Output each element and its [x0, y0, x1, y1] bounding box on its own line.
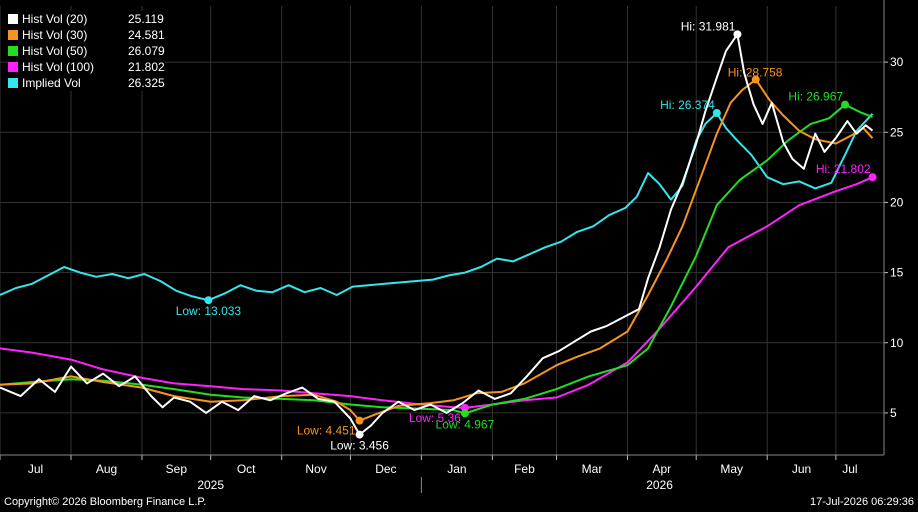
x-tick-label: Jan	[447, 462, 466, 476]
annotation-label: Hi: 21.802	[816, 162, 871, 176]
series-line	[0, 112, 874, 302]
annotation-marker	[751, 75, 760, 84]
x-tick-label: Sep	[166, 462, 188, 476]
x-tick-label: Jul	[842, 462, 857, 476]
x-tick-label: Jun	[792, 462, 811, 476]
annotation-marker	[204, 296, 213, 305]
legend-swatch	[8, 46, 18, 56]
legend-item-hist-vol-50: Hist Vol (50) 26.079	[8, 43, 165, 59]
y-tick-label: 30	[890, 55, 904, 69]
annotation-label: Low: 4.967	[436, 417, 495, 431]
annotation-label: Low: 3.456	[330, 439, 389, 453]
series-line	[0, 78, 874, 422]
x-tick-label: Oct	[237, 462, 256, 476]
annotation-label: Hi: 28.758	[728, 66, 783, 80]
legend-label: Hist Vol (20)	[22, 12, 88, 26]
chart-series	[0, 33, 874, 436]
x-tick-label: May	[720, 462, 743, 476]
legend-item-hist-vol-20: Hist Vol (20) 25.119	[8, 11, 165, 27]
annotation-marker	[868, 173, 877, 182]
year-label: 2026	[646, 478, 673, 492]
annotation-label: Hi: 26.374	[660, 98, 715, 112]
annotation-marker	[355, 430, 364, 439]
y-axis: 5 10 15 20 25 30	[883, 0, 904, 455]
x-tick-label: Apr	[653, 462, 672, 476]
y-tick-label: 10	[890, 336, 904, 350]
series-line	[0, 103, 873, 415]
legend-value: 26.325	[128, 76, 165, 90]
legend-label: Hist Vol (50)	[22, 44, 88, 58]
year-label: 2025	[197, 478, 224, 492]
annotation-marker	[355, 416, 364, 425]
annotation-marker	[733, 30, 742, 39]
legend-swatch	[8, 30, 18, 40]
annotation-label: Hi: 26.967	[788, 90, 843, 104]
legend-label: Hist Vol (100)	[22, 60, 95, 74]
legend-value: 24.581	[128, 28, 165, 42]
legend: Hist Vol (20) 25.119 Hist Vol (30) 24.58…	[8, 11, 165, 91]
series-line	[0, 33, 874, 436]
timestamp-text: 17-Jul-2026 06:29:36	[810, 496, 914, 508]
series-line	[0, 176, 873, 409]
copyright-text: Copyright© 2026 Bloomberg Finance L.P.	[4, 496, 207, 508]
legend-value: 26.079	[128, 44, 165, 58]
y-tick-label: 15	[890, 266, 904, 280]
legend-item-implied-vol: Implied Vol 26.325	[8, 75, 165, 91]
annotation-label: Low: 4.451	[297, 424, 356, 438]
annotation-marker	[712, 109, 721, 118]
legend-swatch	[8, 62, 18, 72]
annotation-label: Low: 5.36	[409, 411, 461, 425]
x-tick-label: Jul	[28, 462, 43, 476]
legend-value: 25.119	[128, 12, 164, 26]
legend-value: 21.802	[128, 60, 165, 74]
chart-annotations: Hi: 31.981 Hi: 28.758 Hi: 26.374 Hi: 26.967…	[176, 19, 877, 453]
legend-swatch	[8, 14, 18, 24]
y-tick-label: 5	[890, 406, 897, 420]
x-tick-label: Feb	[514, 462, 535, 476]
annotation-label: Hi: 31.981	[681, 19, 736, 33]
y-tick-label: 20	[890, 195, 904, 209]
legend-swatch	[8, 78, 18, 88]
y-tick-label: 25	[890, 125, 904, 139]
legend-item-hist-vol-30: Hist Vol (30) 24.581	[8, 27, 165, 43]
annotation-marker	[841, 100, 850, 109]
legend-label: Implied Vol	[22, 76, 81, 90]
legend-label: Hist Vol (30)	[22, 28, 88, 42]
x-tick-label: Dec	[375, 462, 396, 476]
x-axis: Jul Aug Sep Oct Nov Dec Jan Feb Mar Apr May Jun Jul 2…	[0, 454, 884, 493]
x-tick-label: Nov	[305, 462, 326, 476]
annotation-marker	[460, 403, 469, 412]
annotation-marker	[460, 409, 469, 418]
x-tick-label: Mar	[582, 462, 603, 476]
annotation-label: Low: 13.033	[176, 304, 242, 318]
legend-item-hist-vol-100: Hist Vol (100) 21.802	[8, 59, 165, 75]
x-tick-label: Aug	[96, 462, 117, 476]
